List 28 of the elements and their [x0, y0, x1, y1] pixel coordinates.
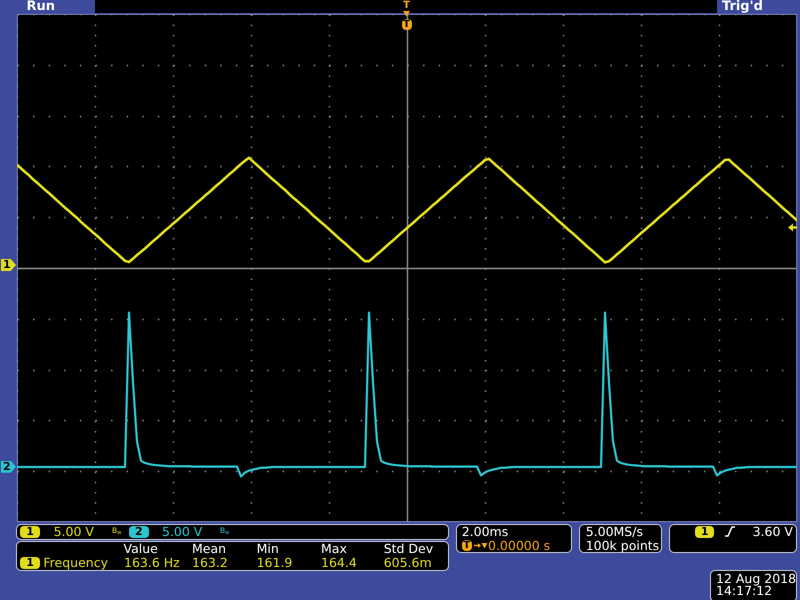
text: T — [402, 0, 410, 10]
text: Value — [124, 541, 158, 556]
text: Min — [256, 541, 279, 556]
text: T — [402, 18, 412, 30]
text: Std Dev — [384, 541, 434, 556]
text: 164.4 — [321, 555, 357, 570]
text: 0.00000 s — [488, 538, 550, 553]
text: 100k points — [586, 538, 660, 553]
text: 605.6m — [384, 555, 432, 570]
text: 1 — [695, 525, 714, 538]
text: 5.00 V — [162, 524, 202, 539]
text: 161.9 — [256, 555, 292, 570]
text: 1 — [20, 556, 40, 570]
text: 3.60 V — [752, 524, 793, 539]
text: 5.00MS/s — [586, 524, 643, 539]
text: 2 — [128, 525, 149, 538]
text: 2.00ms — [462, 524, 508, 539]
text: 163.6 Hz — [124, 555, 180, 570]
text: 5.00 V — [54, 524, 94, 539]
text: 163.2 — [192, 555, 228, 570]
text: Frequency — [43, 555, 108, 570]
text: 1 — [20, 525, 40, 538]
text: Run — [26, 0, 56, 14]
text: Mean — [192, 541, 226, 556]
series-label: 2 — [1, 460, 16, 473]
text: 1 — [1, 258, 16, 271]
text: Max — [321, 541, 347, 556]
text: T — [462, 540, 472, 552]
